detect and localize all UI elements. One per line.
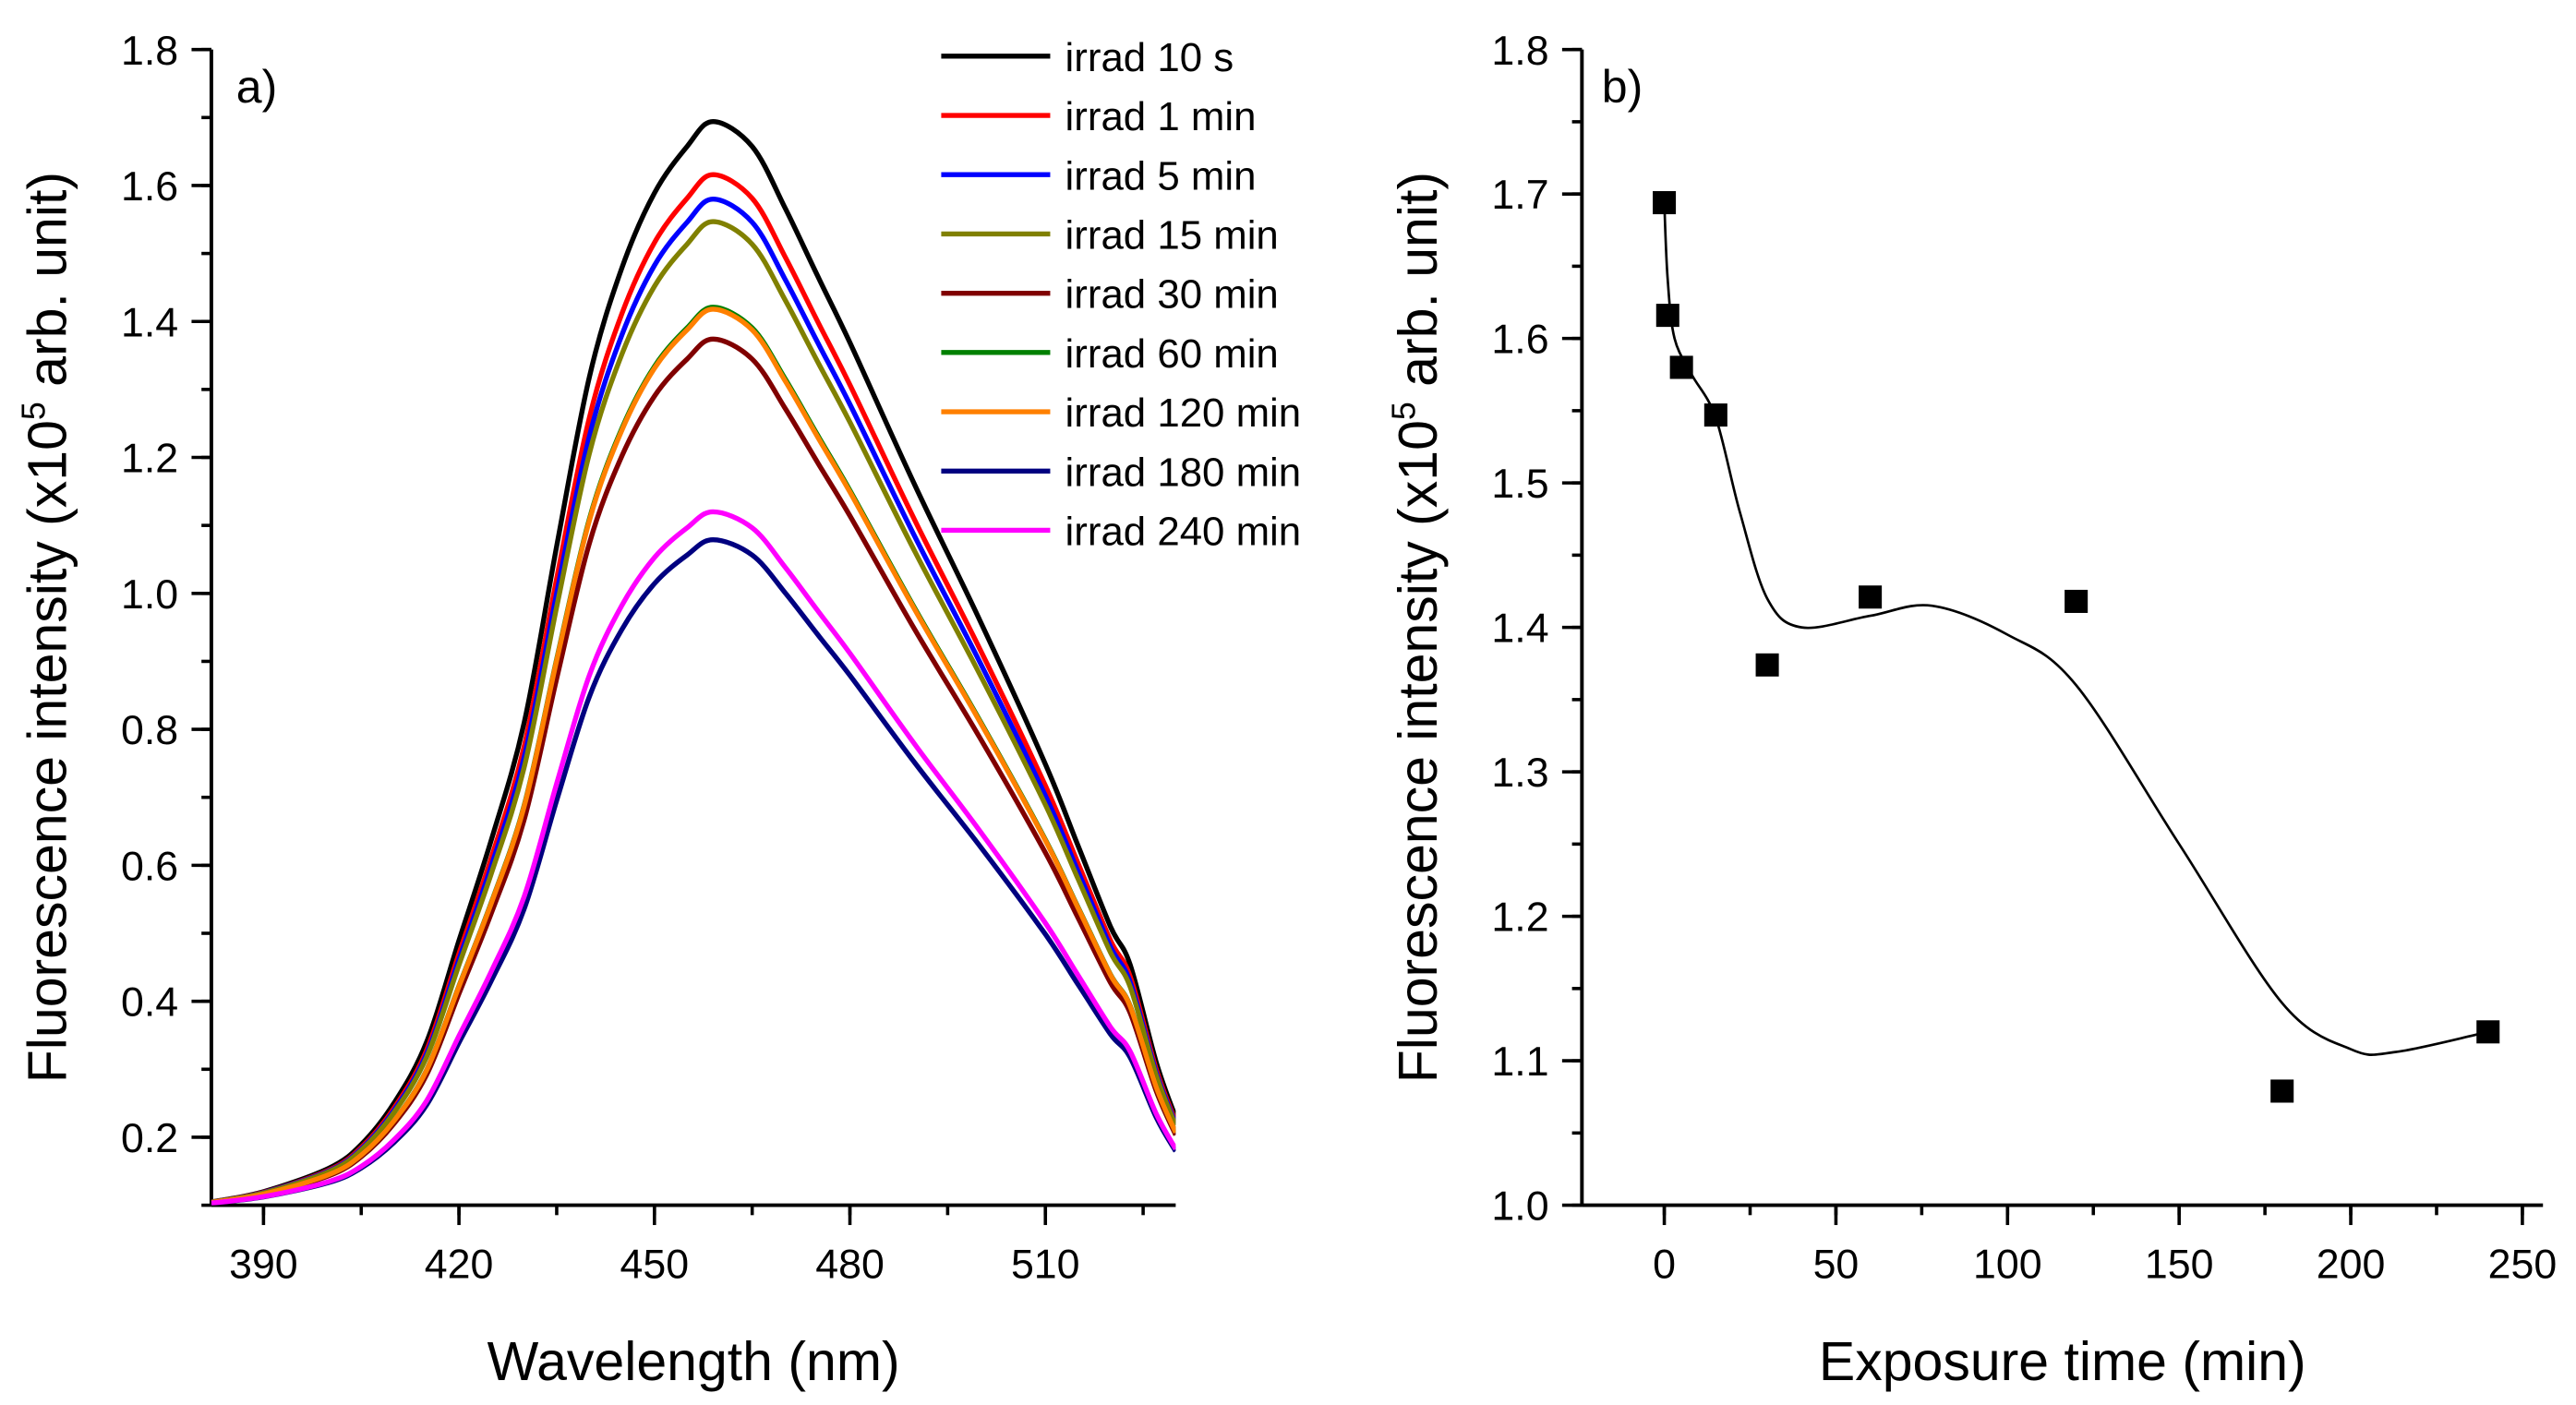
series-group	[211, 118, 1176, 1206]
series-line-irrad-10-s	[211, 118, 1176, 1205]
legend-entry: irrad 240 min	[1065, 510, 1302, 555]
legend-entry: irrad 60 min	[1065, 331, 1279, 377]
y-axis-title-tail: arb. unit)	[1388, 172, 1449, 402]
y-tick-label: 1.4	[1491, 606, 1548, 652]
data-point	[2476, 1020, 2500, 1044]
data-point	[1653, 191, 1677, 215]
y-tick-label: 0.6	[121, 844, 178, 889]
x-tick-label: 100	[1973, 1242, 2042, 1287]
x-axis-title: Exposure time (min)	[1819, 1331, 2306, 1392]
x-tick-label: 510	[1011, 1242, 1080, 1287]
y-tick-label: 1.0	[121, 572, 178, 618]
data-point	[1669, 355, 1693, 379]
y-axis-title-tail: arb. unit)	[18, 172, 78, 402]
x-tick-label: 150	[2145, 1242, 2214, 1287]
y-axis-title-superscript: 5	[1386, 402, 1423, 420]
series-line-irrad-1-min	[211, 172, 1176, 1205]
data-point	[2064, 589, 2088, 613]
series-line-irrad-180-min	[211, 536, 1176, 1206]
y-tick-label: 1.2	[1491, 895, 1548, 941]
series-line-irrad-15-min	[211, 219, 1176, 1206]
y-axis-title-main: Fluorescence intensity (x10	[1388, 420, 1449, 1083]
legend-entry: irrad 10 s	[1065, 35, 1234, 80]
data-point	[2270, 1079, 2294, 1103]
legend-entry: irrad 15 min	[1065, 213, 1279, 258]
legend-entry: irrad 5 min	[1065, 153, 1257, 198]
y-tick-label: 1.6	[1491, 318, 1548, 363]
x-tick-label: 450	[620, 1242, 690, 1287]
x-tick-label: 50	[1813, 1242, 1860, 1287]
x-tick-label: 200	[2317, 1242, 2386, 1287]
y-axis-title-main: Fluorescence intensity (x10	[18, 420, 78, 1083]
x-tick-label: 480	[815, 1242, 885, 1287]
legend-entry: irrad 1 min	[1065, 94, 1257, 139]
panel-a-spectra: 390 420 450 480 510 0.2 0.4 0.6 0.8 1.0 1.2 1.4 1.6 1…	[15, 29, 1301, 1392]
data-point	[1655, 304, 1679, 328]
x-axis-title: Wavelength (nm)	[488, 1331, 900, 1392]
panel-label: a)	[236, 61, 278, 113]
y-tick-label: 1.3	[1491, 751, 1548, 796]
legend-entry: irrad 120 min	[1065, 390, 1302, 436]
y-tick-label: 0.4	[121, 980, 178, 1026]
x-tick-label: 250	[2488, 1242, 2558, 1287]
legend-entry: irrad 30 min	[1065, 272, 1279, 318]
data-point	[1755, 653, 1779, 677]
y-tick-label: 1.7	[1491, 173, 1548, 218]
x-tick-label: 390	[229, 1242, 298, 1287]
y-axis-title-superscript: 5	[15, 402, 52, 420]
y-tick-label: 1.6	[121, 164, 178, 210]
x-tick-label: 0	[1653, 1242, 1676, 1287]
y-axis-title: Fluorescence intensity (x105 arb. unit)	[1386, 172, 1449, 1083]
y-tick-label: 0.2	[121, 1116, 178, 1161]
fit-curve	[1663, 202, 2488, 1056]
legend-entry: irrad 180 min	[1065, 450, 1302, 495]
data-point	[1859, 585, 1883, 609]
y-tick-label: 0.8	[121, 708, 178, 753]
y-axis-title: Fluorescence intensity (x105 arb. unit)	[15, 172, 78, 1083]
y-tick-label: 1.2	[121, 437, 178, 482]
y-tick-label: 1.0	[1491, 1184, 1548, 1230]
panel-b-time-trend: 0 50 100 150 200 250 1.0 1.1 1.2 1.3 1.4 1.5 1.6 1.7 1…	[1386, 29, 2558, 1392]
y-tick-label: 1.8	[1491, 29, 1548, 74]
series-line-irrad-240-min	[211, 509, 1176, 1206]
y-tick-label: 1.5	[1491, 462, 1548, 507]
panel-label: b)	[1602, 61, 1643, 113]
y-tick-label: 1.4	[121, 300, 178, 345]
y-tick-label: 1.8	[121, 29, 178, 74]
data-point	[1703, 403, 1727, 427]
y-tick-label: 1.1	[1491, 1039, 1548, 1085]
x-tick-label: 420	[425, 1242, 494, 1287]
series-line-irrad-120-min	[211, 306, 1176, 1206]
